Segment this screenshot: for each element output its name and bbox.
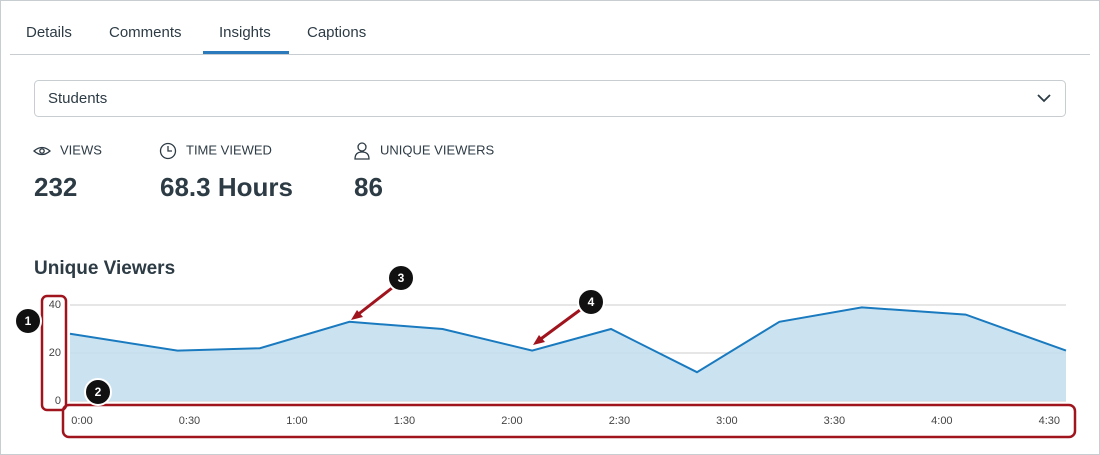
person-icon [354, 151, 370, 160]
tab[interactable]: Comments [109, 24, 182, 41]
y-tick-label: 20 [49, 347, 61, 359]
arrow [537, 308, 581, 343]
eye-icon [33, 146, 51, 156]
stat-value: 86 [354, 172, 383, 202]
callout-badge [577, 288, 605, 316]
stat-label: UNIQUE VIEWERS [380, 142, 494, 157]
y-tick-label: 0 [55, 395, 61, 407]
callout-number: 3 [398, 271, 405, 285]
x-tick-label: 1:30 [394, 415, 415, 427]
y-tick-label: 40 [49, 299, 61, 311]
eye-icon [39, 148, 45, 154]
arrow-head [533, 335, 545, 345]
clock-icon [159, 142, 177, 160]
chevron [1037, 94, 1051, 103]
x-tick-label: 0:00 [71, 415, 92, 427]
filter-select[interactable] [34, 80, 1066, 117]
callout-badge [387, 264, 415, 292]
highlight-box [61, 403, 1077, 439]
x-tick-label: 3:00 [716, 415, 737, 427]
stat-label: TIME VIEWED [186, 142, 272, 157]
tab-indicator [203, 51, 289, 54]
tab[interactable]: Details [26, 24, 72, 41]
chart-title: Unique Viewers [34, 258, 175, 279]
clock-icon [167, 146, 172, 152]
x-tick-label: 4:30 [1039, 415, 1060, 427]
x-tick-label: 3:30 [824, 415, 845, 427]
x-tick-label: 1:00 [286, 415, 307, 427]
arrow [355, 286, 393, 318]
line [69, 306, 1067, 374]
chart: 0 20 40 0:00 0:30 1:00 1:30 2:00 2:30 3:00 3:30 4:0… [49, 299, 1067, 427]
x-tick-label: 2:30 [609, 415, 630, 427]
person-icon [357, 142, 367, 152]
stat-label: VIEWS [60, 142, 102, 157]
stat-value: 232 [34, 172, 77, 202]
annotations: 1 2 3 4 [14, 264, 1077, 439]
callout-number: 1 [25, 314, 32, 328]
tab[interactable]: Captions [307, 24, 366, 41]
x-tick-label: 4:00 [931, 415, 952, 427]
stat-value: 68.3 Hours [160, 172, 293, 202]
arrow-head [351, 310, 363, 320]
tab-active[interactable]: Insights [219, 24, 271, 41]
callout-badge [84, 378, 112, 406]
callout-number: 2 [95, 385, 102, 399]
x-tick-label: 2:00 [501, 415, 522, 427]
callout-badge [14, 307, 42, 335]
highlight-box [40, 294, 68, 412]
filter-value: Students [48, 90, 107, 107]
x-tick-label: 0:30 [179, 415, 200, 427]
callout-number: 4 [588, 295, 595, 309]
